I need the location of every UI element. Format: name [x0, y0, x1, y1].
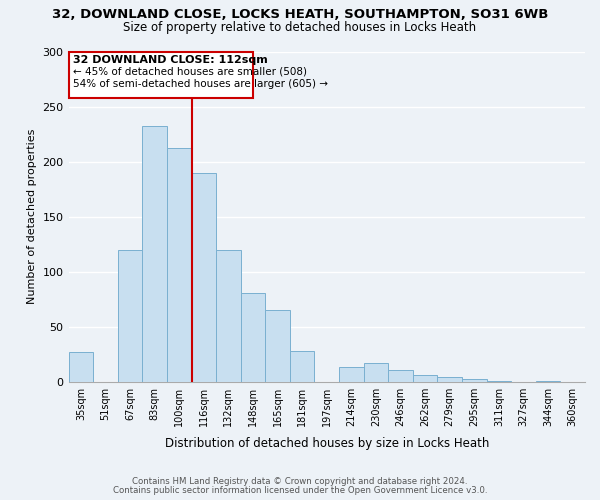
Bar [388, 370, 413, 382]
Bar [437, 378, 462, 382]
Bar [68, 352, 93, 382]
Bar [118, 250, 142, 382]
Text: 54% of semi-detached houses are larger (605) →: 54% of semi-detached houses are larger (… [73, 79, 328, 89]
Bar [290, 351, 314, 382]
Text: 32 DOWNLAND CLOSE: 112sqm: 32 DOWNLAND CLOSE: 112sqm [73, 55, 268, 65]
Bar [339, 368, 364, 382]
Text: ← 45% of detached houses are smaller (508): ← 45% of detached houses are smaller (50… [73, 67, 307, 77]
Text: Contains public sector information licensed under the Open Government Licence v3: Contains public sector information licen… [113, 486, 487, 495]
Bar [142, 126, 167, 382]
Text: 32, DOWNLAND CLOSE, LOCKS HEATH, SOUTHAMPTON, SO31 6WB: 32, DOWNLAND CLOSE, LOCKS HEATH, SOUTHAM… [52, 8, 548, 21]
Bar [364, 363, 388, 382]
Bar [241, 292, 265, 382]
Bar [536, 380, 560, 382]
Y-axis label: Number of detached properties: Number of detached properties [27, 129, 37, 304]
FancyBboxPatch shape [68, 52, 253, 98]
Bar [167, 148, 191, 382]
Bar [265, 310, 290, 382]
Bar [462, 380, 487, 382]
Text: Size of property relative to detached houses in Locks Heath: Size of property relative to detached ho… [124, 21, 476, 34]
Bar [487, 380, 511, 382]
X-axis label: Distribution of detached houses by size in Locks Heath: Distribution of detached houses by size … [164, 437, 489, 450]
Text: Contains HM Land Registry data © Crown copyright and database right 2024.: Contains HM Land Registry data © Crown c… [132, 477, 468, 486]
Bar [191, 172, 216, 382]
Bar [413, 375, 437, 382]
Bar [216, 250, 241, 382]
